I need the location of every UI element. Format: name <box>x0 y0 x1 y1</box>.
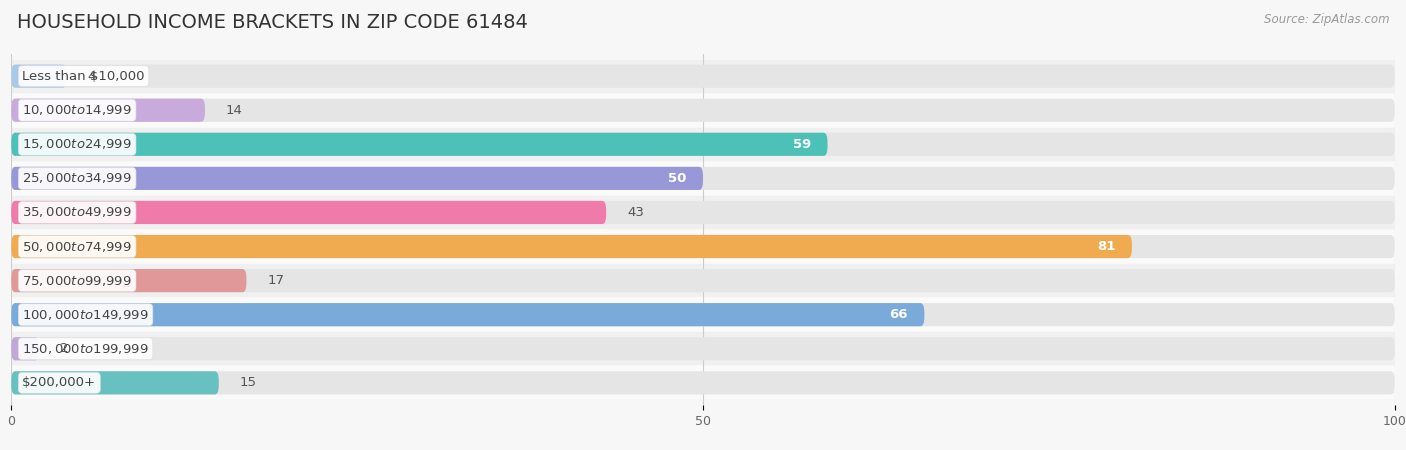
Text: $100,000 to $149,999: $100,000 to $149,999 <box>22 308 149 322</box>
FancyBboxPatch shape <box>11 162 1395 195</box>
FancyBboxPatch shape <box>11 303 1395 326</box>
Text: 50: 50 <box>668 172 686 185</box>
FancyBboxPatch shape <box>11 371 219 395</box>
Text: $15,000 to $24,999: $15,000 to $24,999 <box>22 137 132 151</box>
Text: Source: ZipAtlas.com: Source: ZipAtlas.com <box>1264 14 1389 27</box>
Text: $50,000 to $74,999: $50,000 to $74,999 <box>22 239 132 253</box>
Text: 14: 14 <box>226 104 243 117</box>
FancyBboxPatch shape <box>11 60 1395 93</box>
Text: Less than $10,000: Less than $10,000 <box>22 70 145 83</box>
Text: HOUSEHOLD INCOME BRACKETS IN ZIP CODE 61484: HOUSEHOLD INCOME BRACKETS IN ZIP CODE 61… <box>17 14 527 32</box>
FancyBboxPatch shape <box>11 167 1395 190</box>
Text: $200,000+: $200,000+ <box>22 376 97 389</box>
FancyBboxPatch shape <box>11 298 1395 331</box>
Text: $35,000 to $49,999: $35,000 to $49,999 <box>22 206 132 220</box>
FancyBboxPatch shape <box>11 201 1395 224</box>
Text: 17: 17 <box>267 274 284 287</box>
Text: $150,000 to $199,999: $150,000 to $199,999 <box>22 342 149 356</box>
Text: 59: 59 <box>793 138 811 151</box>
FancyBboxPatch shape <box>11 64 66 88</box>
Text: 2: 2 <box>59 342 67 355</box>
FancyBboxPatch shape <box>11 230 1395 263</box>
FancyBboxPatch shape <box>11 303 924 326</box>
Text: $10,000 to $14,999: $10,000 to $14,999 <box>22 103 132 117</box>
FancyBboxPatch shape <box>11 235 1395 258</box>
Text: 15: 15 <box>239 376 256 389</box>
FancyBboxPatch shape <box>11 128 1395 161</box>
FancyBboxPatch shape <box>11 269 246 292</box>
FancyBboxPatch shape <box>11 337 1395 360</box>
FancyBboxPatch shape <box>11 371 1395 395</box>
FancyBboxPatch shape <box>11 235 1132 258</box>
FancyBboxPatch shape <box>11 264 1395 297</box>
FancyBboxPatch shape <box>11 99 1395 122</box>
Text: 66: 66 <box>889 308 908 321</box>
FancyBboxPatch shape <box>11 133 828 156</box>
FancyBboxPatch shape <box>11 196 1395 229</box>
FancyBboxPatch shape <box>11 333 1395 365</box>
FancyBboxPatch shape <box>11 94 1395 126</box>
Text: 81: 81 <box>1097 240 1115 253</box>
FancyBboxPatch shape <box>11 201 606 224</box>
FancyBboxPatch shape <box>11 99 205 122</box>
FancyBboxPatch shape <box>11 269 1395 292</box>
FancyBboxPatch shape <box>11 133 1395 156</box>
Text: $75,000 to $99,999: $75,000 to $99,999 <box>22 274 132 288</box>
FancyBboxPatch shape <box>11 337 39 360</box>
FancyBboxPatch shape <box>11 167 703 190</box>
FancyBboxPatch shape <box>11 64 1395 88</box>
FancyBboxPatch shape <box>11 366 1395 399</box>
Text: $25,000 to $34,999: $25,000 to $34,999 <box>22 171 132 185</box>
Text: 43: 43 <box>627 206 644 219</box>
Text: 4: 4 <box>87 70 96 83</box>
